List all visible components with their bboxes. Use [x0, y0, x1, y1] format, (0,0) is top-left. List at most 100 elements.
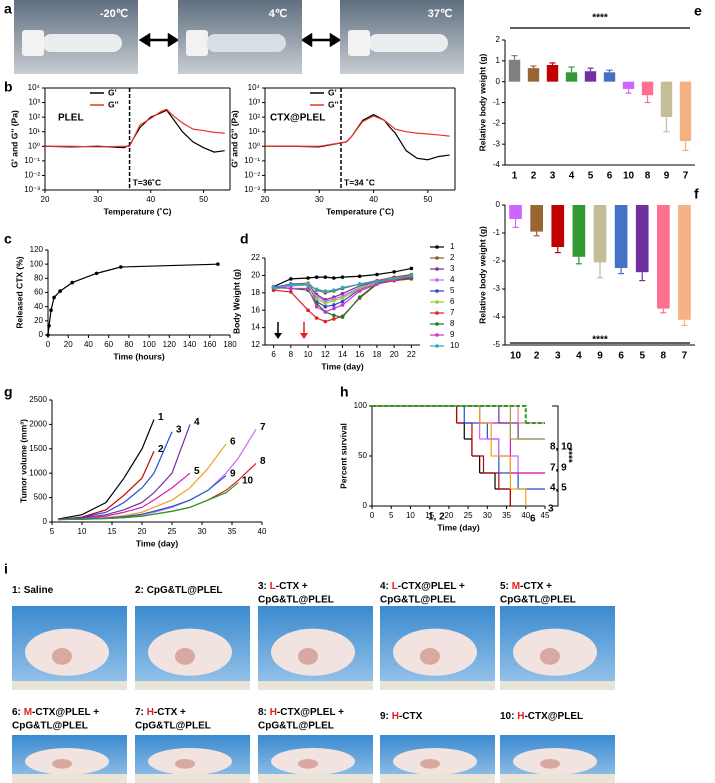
caption-line2: CpG&TL@PLEL [500, 595, 576, 606]
x-tick-label: 10 [78, 527, 87, 536]
legend-label: G' [108, 87, 117, 97]
caption-number: 4: [380, 581, 389, 592]
caption: 2: CpG&TL@PLEL [135, 585, 223, 596]
tube [206, 34, 286, 52]
x-tick-label: 50 [423, 195, 432, 204]
caption: 6: M-CTX@PLEL + [12, 707, 99, 718]
marker [357, 289, 362, 293]
legend-marker [435, 289, 439, 293]
end-label: 10 [242, 476, 254, 487]
ruler [380, 681, 495, 690]
y-tick-label: 14 [251, 323, 260, 332]
caption-text: -CTX [399, 711, 423, 722]
ruler [135, 681, 250, 690]
legend-label: 6 [450, 297, 455, 306]
marker [52, 295, 56, 300]
caption-dose: M [512, 581, 520, 592]
x-tick-label: 8 [661, 351, 667, 362]
y-tick-label: 22 [251, 253, 260, 262]
y-axis-label: Released CTX (%) [14, 256, 24, 328]
marker [332, 313, 336, 318]
caption-line2: CpG&TL@PLEL [380, 595, 456, 606]
legend-marker [435, 311, 439, 315]
series-line [57, 450, 155, 521]
x-axis-label: Time (hours) [113, 351, 164, 361]
x-tick-label: 60 [104, 340, 113, 349]
x-tick-label: 9 [597, 351, 603, 362]
annotation: **** [592, 335, 608, 346]
caption: 5: M-CTX + [500, 581, 552, 592]
y-tick-label: 500 [34, 493, 48, 502]
x-tick-label: 14 [338, 350, 347, 359]
y-tick-label: 100 [354, 401, 368, 410]
y-tick-label: 0 [496, 200, 501, 209]
annotation: CTX@PLEL [270, 113, 325, 124]
annotation: 4, 5 [550, 483, 567, 494]
caption-number: 5: [500, 581, 509, 592]
marker [306, 283, 310, 287]
series-line [57, 482, 239, 521]
x-tick-label: 10 [304, 350, 313, 359]
caption-text: CpG&TL@PLEL [147, 585, 223, 596]
y-tick-label: 60 [34, 288, 43, 297]
y-tick-label: 1 [496, 56, 501, 65]
survival-step [464, 422, 488, 439]
y-tick-label: 20 [251, 271, 260, 280]
marker [340, 285, 345, 290]
panel-label: b [4, 79, 13, 95]
caption: 10: H-CTX@PLEL [500, 711, 583, 722]
y-tick-label: 100 [30, 259, 44, 268]
marker [323, 310, 328, 314]
bar [657, 205, 670, 309]
x-tick-label: 6 [607, 171, 613, 182]
y-tick-label: 10² [248, 112, 260, 121]
caption-dose: H [392, 711, 399, 722]
survival-step [372, 405, 481, 423]
y-tick-label: 10⁻² [244, 171, 260, 180]
x-tick-label: 15 [425, 511, 434, 520]
x-tick-label: 9 [664, 171, 670, 182]
x-tick-label: 25 [168, 527, 177, 536]
ruler [258, 774, 373, 783]
survival-step [372, 405, 481, 423]
x-tick-label: 40 [521, 511, 530, 520]
tumor [175, 648, 195, 665]
marker [271, 288, 276, 292]
x-axis-label: Time (day) [136, 538, 179, 548]
marker [323, 304, 328, 309]
x-tick-label: 100 [142, 340, 156, 349]
caption-number: 10: [500, 711, 514, 722]
marker [271, 285, 276, 290]
survival-step [372, 405, 527, 423]
survival-step [498, 455, 519, 473]
x-tick-label: 4 [576, 351, 582, 362]
caption-dose: L [392, 581, 398, 592]
legend-label: G'' [108, 99, 119, 109]
tumor [420, 648, 440, 665]
marker [340, 299, 345, 304]
bar [603, 72, 616, 82]
survival-step [479, 472, 496, 489]
legend-marker [435, 256, 439, 260]
bar [641, 81, 654, 96]
x-tick-label: 5 [588, 171, 594, 182]
annotation: 8, 10 [550, 442, 573, 453]
caption-dose: M [24, 707, 32, 718]
y-tick-label: 0 [43, 517, 48, 526]
x-tick-label: 20 [138, 527, 147, 536]
y-tick-label: 10⁻¹ [244, 156, 260, 165]
y-tick-label: 16 [251, 305, 260, 314]
x-tick-label: 2 [531, 171, 537, 182]
y-axis-label: Percent survival [338, 423, 348, 489]
y-tick-label: -2 [493, 118, 501, 127]
legend-label: 9 [450, 330, 455, 339]
legend-label: 8 [450, 319, 455, 328]
panel-label: i [4, 561, 8, 577]
x-axis-label: Temperature (˚C) [326, 206, 394, 216]
ruler [12, 681, 127, 690]
annotation: 1, 2 [428, 512, 445, 523]
marker [306, 286, 310, 291]
legend-marker [435, 344, 439, 348]
caption: 3: L-CTX + [258, 581, 308, 592]
legend-marker [435, 322, 439, 326]
